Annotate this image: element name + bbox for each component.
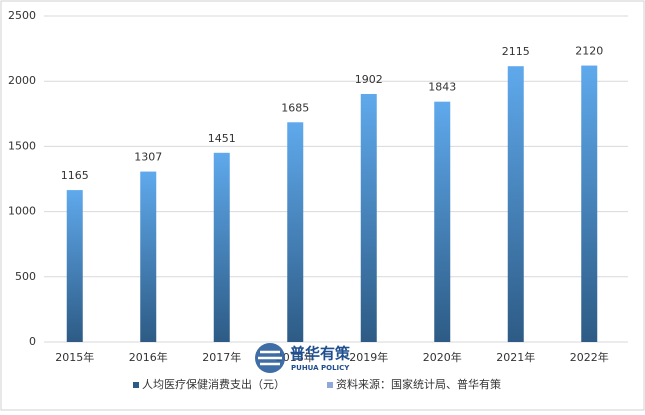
bar <box>287 122 304 342</box>
data-label: 1902 <box>355 73 383 86</box>
bar <box>507 66 524 342</box>
data-label: 1307 <box>134 151 162 164</box>
y-tick-label: 0 <box>29 335 36 348</box>
y-tick-label: 500 <box>15 270 36 283</box>
bar <box>581 65 598 342</box>
x-tick-label: 2016年 <box>129 350 168 364</box>
x-tick-label: 2018年 <box>276 350 315 364</box>
x-tick-label: 2022年 <box>570 350 609 364</box>
data-label: 1165 <box>61 169 89 182</box>
watermark-logo-stripes <box>258 350 282 366</box>
bar <box>66 190 83 342</box>
y-tick-label: 2000 <box>8 74 36 87</box>
x-tick-label: 2017年 <box>202 350 241 364</box>
x-tick-label: 2015年 <box>55 350 94 364</box>
bar <box>140 171 157 342</box>
y-tick-label: 1000 <box>8 205 36 218</box>
bar <box>360 93 377 342</box>
y-tick-label: 1500 <box>8 139 36 152</box>
legend-swatch <box>133 382 139 388</box>
x-tick-label: 2020年 <box>423 350 462 364</box>
legend-label: 人均医疗保健消费支出（元） <box>142 377 285 391</box>
bar <box>434 101 451 343</box>
data-label: 1685 <box>281 101 309 114</box>
data-label: 2120 <box>575 45 603 58</box>
bar <box>213 152 230 342</box>
legend-swatch <box>327 382 333 388</box>
watermark-sub: PUHUA POLICY <box>291 364 350 372</box>
x-tick-label: 2021年 <box>496 350 535 364</box>
watermark-name: 普华有策 <box>290 345 351 363</box>
data-label: 1843 <box>428 81 456 94</box>
source-label: 资料来源：国家统计局、普华有策 <box>336 377 501 391</box>
data-label: 2115 <box>502 45 530 58</box>
x-tick-label: 2019年 <box>349 350 388 364</box>
data-label: 1451 <box>208 132 236 145</box>
y-tick-label: 2500 <box>8 9 36 22</box>
